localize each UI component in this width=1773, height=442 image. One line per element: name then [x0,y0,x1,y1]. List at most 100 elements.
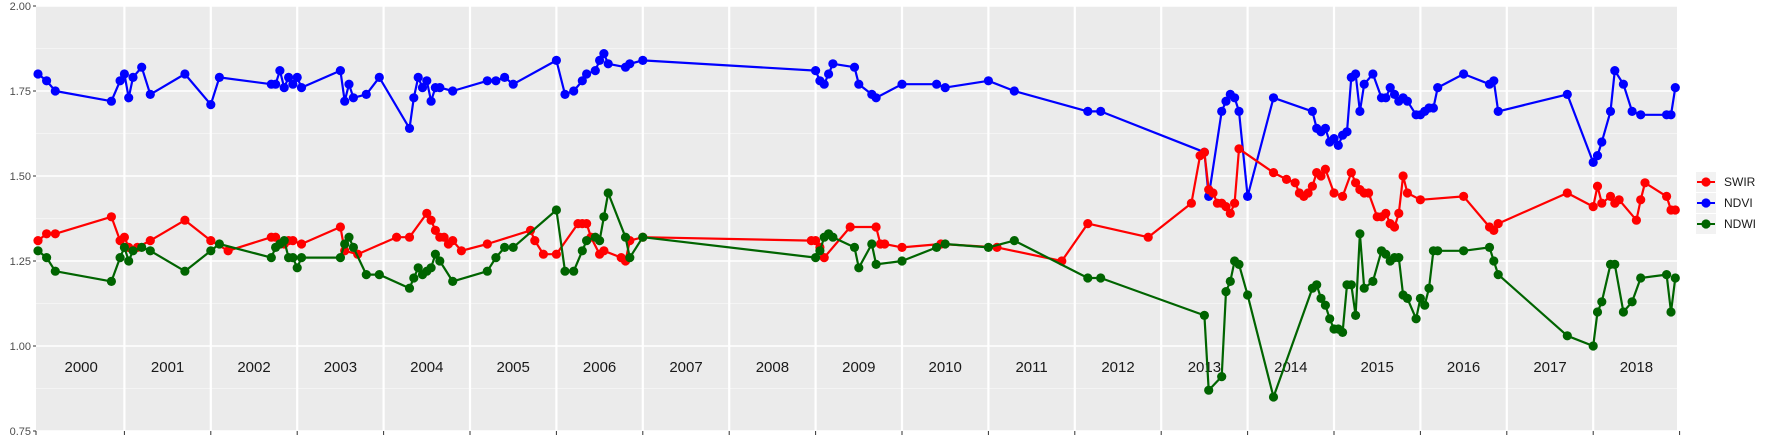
data-point-swir [897,242,907,252]
data-point-ndwi [1359,283,1369,293]
data-point-swir [223,246,233,256]
data-point-ndvi [409,93,419,103]
data-point-ndwi [344,232,354,242]
data-point-ndvi [551,55,562,65]
data-point-swir [206,236,216,246]
data-point-ndvi [854,79,864,89]
data-point-ndvi [1592,151,1603,161]
data-point-ndwi [849,242,860,252]
data-point-ndvi [1083,106,1093,116]
data-point-ndvi [625,59,635,69]
data-point-swir [1398,171,1408,181]
data-point-swir [288,236,298,246]
data-point-ndvi [824,69,834,79]
y-axis: 0.75 1.00 1.25 1.50 1.75 2.00 [10,1,1681,438]
data-point-ndwi [145,246,155,256]
data-point-ndwi [214,239,224,249]
data-point-swir [1234,144,1244,154]
data-point-ndvi [1402,96,1412,106]
legend-label: SWIR [1724,175,1756,189]
data-point-swir [1364,188,1374,198]
data-point-swir [538,249,549,259]
data-point-swir [845,222,855,232]
data-point-ndwi [335,253,345,263]
data-point-ndwi [582,236,592,246]
year-label: 2017 [1533,359,1566,376]
data-point-swir [1605,191,1616,201]
data-point-ndwi [1484,242,1495,252]
data-point-ndvi [33,69,43,79]
data-point-swir [1268,168,1279,178]
data-point-swir [1614,195,1624,205]
data-point-ndvi [871,93,881,103]
data-point-swir [1489,225,1499,235]
legend: SWIR NDVI NDWI [1696,172,1756,234]
data-point-ndwi [1346,280,1356,290]
data-point-swir [1670,205,1680,215]
data-point-ndwi [137,242,147,252]
data-point-ndwi [1597,297,1607,307]
legend-marker [1701,219,1711,229]
data-point-ndvi [1320,123,1330,133]
data-point-ndvi [1351,69,1361,79]
year-label: 2006 [583,359,616,376]
data-point-ndwi [1459,246,1469,256]
data-point-ndvi [145,89,155,99]
data-point-ndvi [206,100,216,110]
data-point-ndvi [1342,127,1352,137]
y-tick-label: 1.00 [10,341,31,353]
data-point-ndwi [1610,259,1620,269]
data-point-ndwi [1355,229,1365,239]
data-point-swir [1186,198,1196,208]
year-label: 2008 [756,359,789,376]
data-point-ndvi [1381,93,1391,103]
data-point-ndwi [1217,372,1227,382]
data-point-ndvi [448,86,458,96]
data-point-ndvi [271,79,281,89]
data-point-ndwi [620,232,631,242]
data-point-swir [335,222,345,232]
data-point-ndvi [348,93,358,103]
data-point-ndwi [340,239,350,249]
data-point-swir [582,219,592,229]
data-point-swir [439,232,449,242]
data-point-ndvi [42,76,52,86]
data-point-ndvi [849,62,860,72]
data-point-ndwi [854,263,864,273]
data-point-ndwi [1083,273,1093,283]
data-point-ndvi [1605,106,1616,116]
data-point-ndwi [206,246,216,256]
data-point-ndwi [42,253,52,263]
data-point-ndwi [361,270,371,280]
data-point-ndwi [1415,293,1425,303]
data-point-ndwi [1351,310,1361,320]
data-point-ndvi [582,69,592,79]
data-point-swir [1221,202,1231,212]
data-point-ndwi [1562,331,1572,341]
data-point-ndwi [435,256,445,266]
grid-lines [36,5,1677,432]
data-point-ndvi [603,59,613,69]
legend-marker [1701,198,1711,208]
data-point-swir [1662,191,1672,201]
data-point-ndvi [1355,106,1365,116]
data-point-swir [1493,219,1503,229]
data-point-swir [296,239,307,249]
data-point-ndvi [422,76,432,86]
data-point-ndwi [426,263,436,273]
year-label: 2009 [842,359,875,376]
data-point-ndwi [871,259,881,269]
data-point-ndwi [1420,300,1430,310]
data-point-ndvi [590,66,600,76]
data-point-ndvi [214,72,224,82]
data-point-swir [1351,178,1361,188]
data-point-ndwi [867,239,877,249]
data-point-ndwi [1316,293,1326,303]
data-point-swir [1389,222,1400,232]
data-point-swir [1636,195,1646,205]
year-label: 2014 [1274,359,1307,376]
data-point-ndvi [560,89,570,99]
data-point-ndvi [1307,106,1317,116]
data-point-ndwi [430,249,440,259]
data-point-ndwi [1225,276,1235,286]
